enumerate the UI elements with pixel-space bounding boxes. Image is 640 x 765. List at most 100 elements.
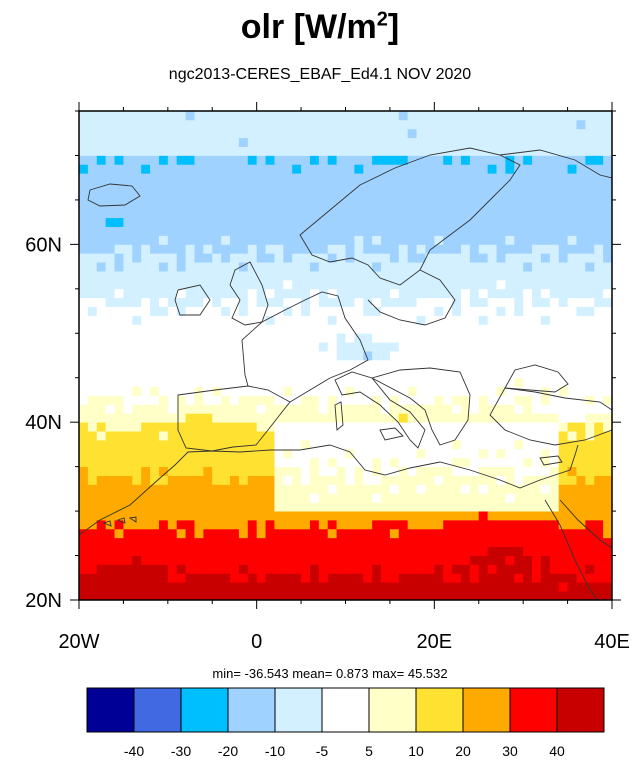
heat-cell <box>132 111 142 121</box>
heat-cell <box>549 279 560 290</box>
heat-cell <box>345 288 355 299</box>
heat-cell <box>238 119 249 130</box>
heat-cell <box>318 288 329 299</box>
heat-cell <box>114 164 124 174</box>
heat-cell <box>345 448 355 459</box>
heat-cell <box>221 484 231 494</box>
heat-cell <box>594 208 604 219</box>
heat-cell <box>585 528 595 539</box>
heat-cell <box>132 146 142 156</box>
heat-cell <box>79 466 89 476</box>
heat-cell <box>336 137 346 147</box>
heat-cell <box>567 359 577 370</box>
heat-cell <box>238 306 249 316</box>
heat-cell <box>452 226 462 236</box>
heat-cell <box>96 111 107 121</box>
heat-cell <box>487 146 497 156</box>
heat-cell <box>176 235 186 245</box>
heat-cell <box>87 306 98 316</box>
heat-cell <box>345 493 355 503</box>
heat-cell <box>265 537 275 548</box>
heat-cell <box>141 191 151 201</box>
heat-cell <box>203 546 213 556</box>
heat-cell <box>301 386 311 396</box>
heat-cell <box>256 519 266 530</box>
heat-cell <box>194 217 204 227</box>
heat-cell <box>105 368 115 379</box>
heat-cell <box>398 591 409 600</box>
heat-cell <box>585 582 595 592</box>
heat-cell <box>212 262 222 272</box>
heat-cell <box>381 271 391 281</box>
heat-cell <box>363 315 373 325</box>
heat-cell <box>389 342 400 352</box>
heat-cell <box>585 395 595 405</box>
heat-cell <box>114 199 124 210</box>
heat-cell <box>194 439 204 450</box>
heat-cell <box>96 555 107 565</box>
heat-cell <box>238 271 249 281</box>
heat-cell <box>203 191 213 201</box>
heat-cell <box>487 546 497 556</box>
heat-cell <box>292 226 302 236</box>
heat-cell <box>96 404 107 414</box>
heat-cell <box>558 279 568 290</box>
heat-cell <box>123 359 133 370</box>
heat-cell <box>256 111 266 121</box>
heat-cell <box>96 217 107 227</box>
heat-cell <box>176 182 186 192</box>
heat-cell <box>96 208 107 219</box>
heat-cell <box>167 146 178 156</box>
heat-cell <box>114 502 124 512</box>
heat-cell <box>532 244 542 254</box>
heat-cell <box>532 448 542 459</box>
heat-cell <box>372 528 382 539</box>
heat-cell <box>460 466 471 476</box>
heat-cell <box>460 137 471 147</box>
heat-cell <box>478 208 489 219</box>
heat-cell <box>203 137 213 147</box>
heat-cell <box>487 555 497 565</box>
heat-cell <box>238 359 249 370</box>
heat-cell <box>336 502 346 512</box>
heat-cell <box>354 573 364 583</box>
heat-cell <box>230 164 240 174</box>
heat-cell <box>363 368 373 379</box>
heat-cell <box>292 182 302 192</box>
heat-cell <box>389 333 400 343</box>
heat-cell <box>452 279 462 290</box>
heat-cell <box>274 351 284 361</box>
heat-cell <box>336 315 346 325</box>
heat-cell <box>425 244 435 254</box>
heat-cell <box>514 351 524 361</box>
heat-cell <box>203 217 213 227</box>
heat-cell <box>79 377 89 388</box>
heat-cell <box>265 511 275 521</box>
heat-cell <box>443 333 453 343</box>
heat-cell <box>425 502 435 512</box>
y-tick-label: 60N <box>25 234 62 256</box>
heat-cell <box>603 493 612 503</box>
heat-cell <box>292 324 302 334</box>
heat-cell <box>354 297 364 307</box>
heat-cell <box>158 457 169 468</box>
heat-cell <box>576 333 586 343</box>
heat-cell <box>576 457 586 468</box>
heat-cell <box>523 111 533 121</box>
heat-cell <box>309 182 320 192</box>
heat-cell <box>203 404 213 414</box>
heat-cell <box>389 155 400 165</box>
heat-cell <box>425 253 435 263</box>
heat-cell <box>443 288 453 299</box>
heat-cell <box>416 333 426 343</box>
heat-cell <box>150 119 160 130</box>
heat-cell <box>212 297 222 307</box>
heat-cell <box>114 386 124 396</box>
heat-cell <box>603 253 612 263</box>
heat-cell <box>105 573 115 583</box>
heat-cell <box>176 208 186 219</box>
heat-cell <box>381 466 391 476</box>
heat-cell <box>247 288 258 299</box>
heat-cell <box>576 111 586 121</box>
heat-cell <box>150 342 160 352</box>
